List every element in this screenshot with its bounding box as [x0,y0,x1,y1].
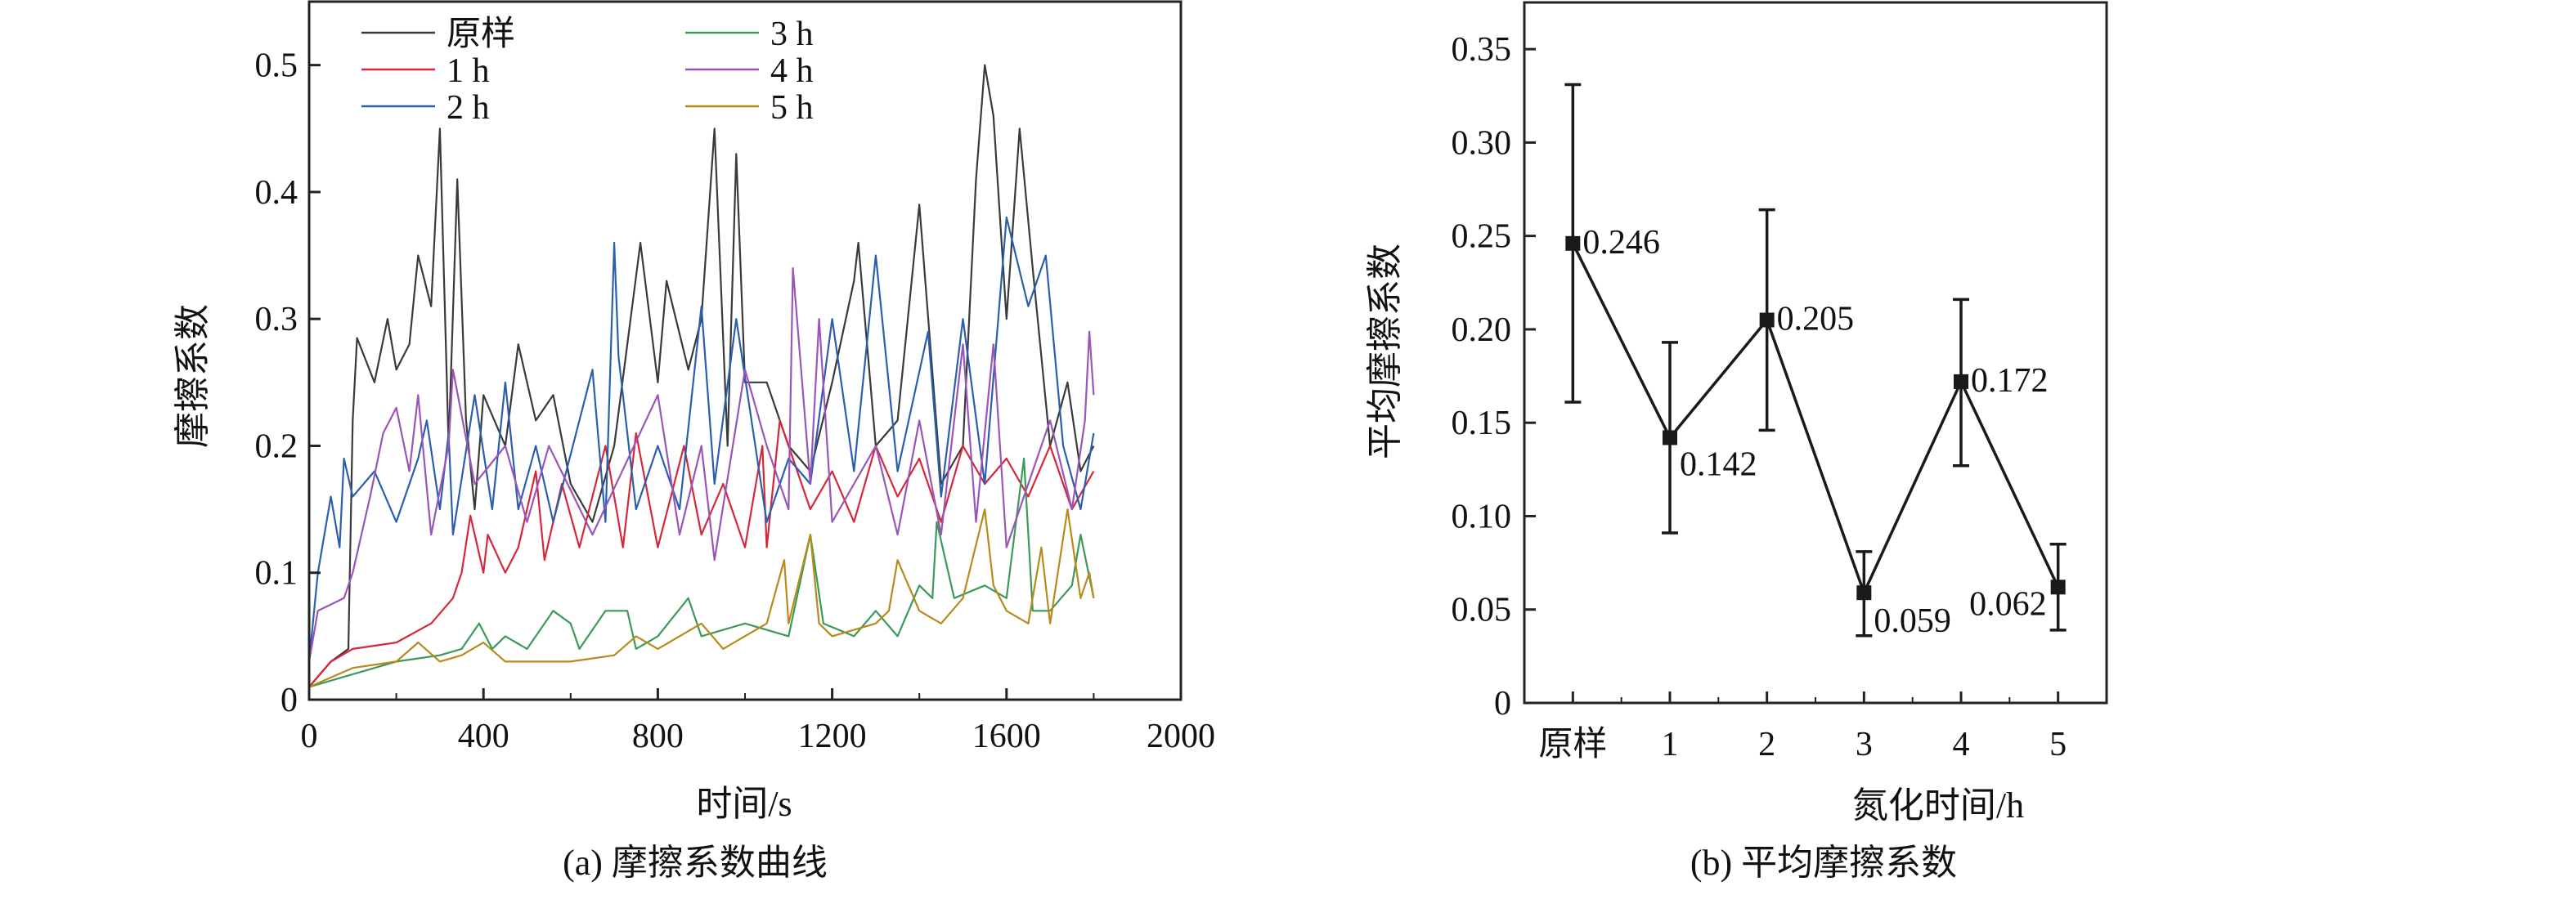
legend-label: 原样 [447,16,515,53]
data-label: 0.172 [1971,362,2049,400]
y-tick-label: 0.2 [255,427,298,465]
y-tick-label: 0.1 [255,555,298,593]
legend-label: 1 h [447,52,490,90]
chart-caption: (a) 摩擦系数曲线 [563,843,828,883]
series-line-4 [307,267,1095,662]
y-tick-label: 0.30 [1452,124,1512,162]
data-label: 0.205 [1777,301,1855,338]
y-tick-label: 0.5 [255,47,298,85]
y-tick-label: 0.20 [1452,311,1512,349]
data-point-marker [1663,430,1677,445]
data-label: 0.246 [1582,224,1660,262]
legend-label: 3 h [770,16,814,53]
data-label: 0.059 [1874,602,1951,640]
y-axis-title: 平均摩擦系数 [1365,244,1405,459]
x-axis-title: 时间/s [696,784,792,824]
y-tick-label: 0 [1494,685,1511,723]
average-friction-chart: 0 0.05 0.10 0.15 0.20 0.25 0.30 0.35 原样 1 2 3 4 5 0.24… [1365,1,2108,883]
data-point-marker [1856,585,1872,601]
x-tick-label: 2000 [1147,718,1215,755]
series-line-5 [308,508,1095,688]
series-line [1571,243,2060,597]
y-tick-label: 0.05 [1452,592,1512,629]
data-point-marker [2050,580,2066,595]
series-line-2 [307,216,1095,662]
series-line-0 [308,64,1095,688]
data-point-marker [1565,235,1581,251]
x-tick-label: 400 [458,718,509,755]
legend-label: 5 h [770,89,814,127]
x-tick-label: 原样 [1538,726,1607,763]
series-line-1 [308,419,1095,688]
y-tick-label: 0.4 [255,174,298,212]
x-tick-label: 5 [2049,726,2067,763]
x-tick-label: 4 [1953,726,1970,763]
legend-label: 4 h [770,52,814,90]
data-label: 0.062 [1969,585,2047,623]
y-tick-label: 0.35 [1452,31,1512,69]
y-tick-label: 0.25 [1452,218,1512,256]
legend-label: 2 h [447,89,490,127]
x-tick-label: 1600 [972,718,1041,755]
chart-caption: (b) 平均摩擦系数 [1690,843,1957,883]
y-tick-label: 0.15 [1452,405,1512,442]
data-label: 0.142 [1680,445,1757,483]
x-tick-label: 3 [1856,726,1873,763]
series-line-3 [308,457,1095,688]
data-point-marker [1759,312,1775,328]
x-tick-label: 0 [301,718,318,755]
y-tick-label: 0 [280,682,298,719]
y-axis-title: 摩擦系数 [173,304,213,448]
y-tick-label: 0.3 [255,301,298,338]
x-axis-title: 氮化时间/h [1852,785,2024,826]
friction-curve-chart: 0 400 800 1200 1600 2000 0 0.1 0.2 0.3 0.4 0.5 时间/s 摩… [173,0,1215,883]
y-tick-label: 0.10 [1452,498,1512,535]
legend: 原样1 h2 h 3 h4 h5 h [361,16,814,127]
x-tick-label: 800 [632,718,684,755]
x-tick-label: 1 [1662,726,1679,763]
x-tick-label: 2 [1758,726,1775,763]
data-point-marker [1954,374,1968,389]
x-tick-label: 1200 [798,718,867,755]
